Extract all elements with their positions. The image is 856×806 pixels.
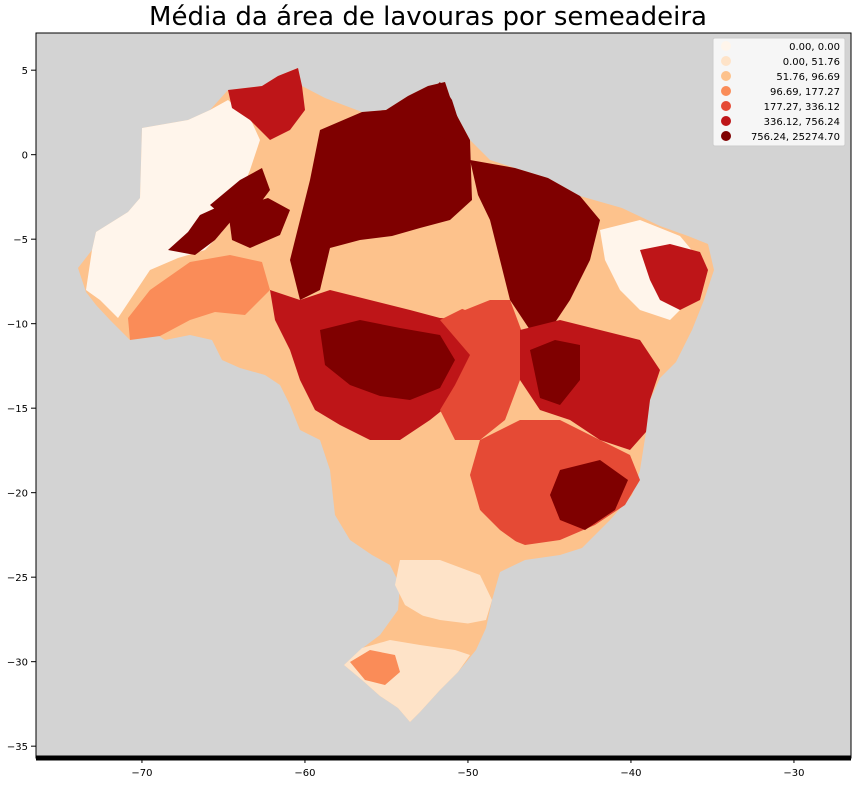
y-tick-label: −15 xyxy=(7,404,28,415)
y-axis-ticks: 5 0 −5 −10 −15 −20 −25 −30 −35 xyxy=(7,66,36,753)
y-tick-label: −25 xyxy=(7,573,28,584)
legend-label: 96.69, 177.27 xyxy=(770,87,840,98)
region-amapa xyxy=(420,82,460,140)
y-tick-label: 5 xyxy=(22,66,28,77)
legend-marker xyxy=(721,116,731,126)
region-santa-catarina xyxy=(400,610,480,650)
brazil-map xyxy=(78,68,714,722)
region-bahia-dark xyxy=(530,340,580,405)
x-tick-label: −50 xyxy=(457,768,478,779)
legend-label: 0.00, 51.76 xyxy=(783,57,840,68)
region-ms xyxy=(335,440,420,545)
region-goias xyxy=(440,300,525,440)
x-tick-label: −70 xyxy=(131,768,152,779)
region-parana xyxy=(395,560,492,625)
region-ne-coast-red xyxy=(640,244,708,310)
legend-label: 0.00, 0.00 xyxy=(789,42,840,53)
region-southeast-dark xyxy=(550,460,628,530)
x-tick-label: −60 xyxy=(294,768,315,779)
y-tick-label: −10 xyxy=(7,320,28,331)
x-tick-label: −30 xyxy=(783,768,804,779)
legend-marker xyxy=(721,131,731,141)
legend-label: 756.24, 25274.70 xyxy=(751,132,840,143)
legend-label: 336.12, 756.24 xyxy=(764,117,840,128)
region-maranhao xyxy=(470,160,600,330)
region-acre xyxy=(128,255,270,340)
x-axis-ticks: −70 −60 −50 −40 −30 xyxy=(131,758,805,779)
legend-label: 177.27, 336.12 xyxy=(764,102,840,113)
legend-marker xyxy=(721,86,731,96)
region-amazonas-dark-1 xyxy=(168,205,232,255)
region-rs-orange xyxy=(350,650,400,685)
legend-marker xyxy=(721,71,731,81)
region-west-amazon xyxy=(86,100,260,318)
legend-marker xyxy=(721,41,731,51)
legend: 0.00, 0.00 0.00, 51.76 51.76, 96.69 96.69, … xyxy=(712,37,846,147)
region-para xyxy=(290,82,472,300)
region-mato-grosso-dark xyxy=(320,320,455,400)
region-amazonas-dark-3 xyxy=(228,198,290,248)
y-tick-label: −30 xyxy=(7,658,28,669)
region-tocantins xyxy=(440,236,500,310)
legend-marker xyxy=(721,56,731,66)
legend-box xyxy=(712,37,846,147)
x-tick-label: −40 xyxy=(620,768,641,779)
y-tick-label: −35 xyxy=(7,742,28,753)
legend-label: 51.76, 96.69 xyxy=(776,72,840,83)
y-tick-label: 0 xyxy=(22,151,28,162)
legend-marker xyxy=(721,101,731,111)
y-tick-label: −20 xyxy=(7,489,28,500)
region-sao-paulo xyxy=(410,500,525,572)
region-roraima xyxy=(228,68,305,140)
chart-title: Média da área de lavouras por semeadeira xyxy=(149,2,707,32)
y-tick-label: −5 xyxy=(13,235,28,246)
